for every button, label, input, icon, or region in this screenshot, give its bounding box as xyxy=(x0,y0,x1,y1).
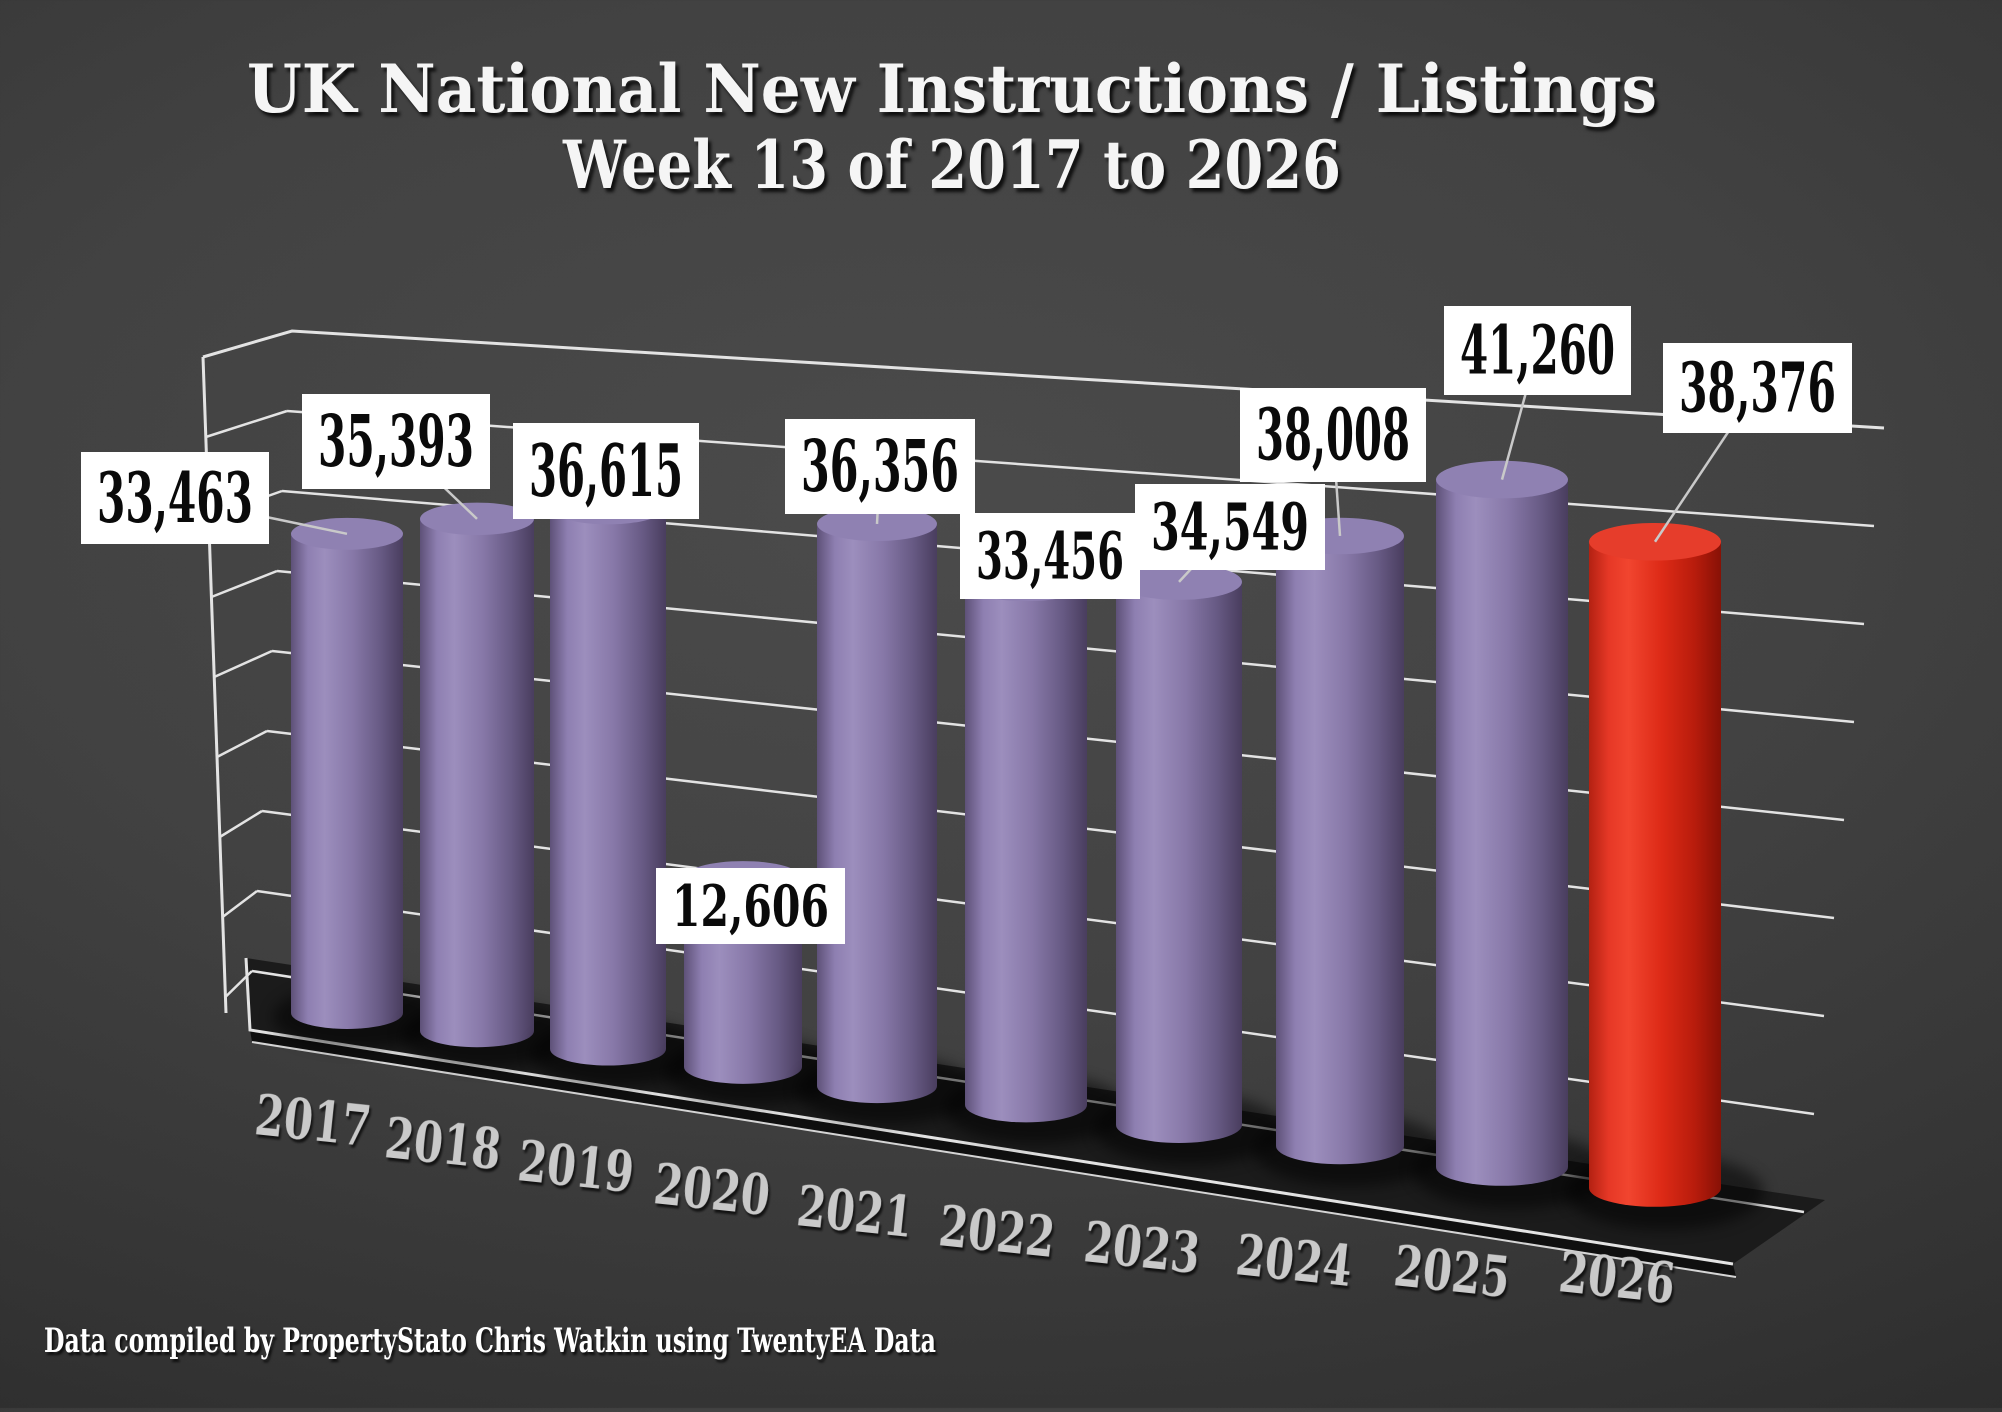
bar-body xyxy=(1436,479,1568,1186)
x-axis-label-2026: 2026 xyxy=(1556,1239,1678,1317)
gridline-stub xyxy=(219,809,263,839)
x-axis-label-2019: 2019 xyxy=(515,1128,637,1206)
data-label-text: 33,456 xyxy=(976,518,1124,594)
data-label-box xyxy=(960,513,1140,599)
data-label: 33,456 xyxy=(960,513,1140,599)
chart-title-line2: Week 13 of 2017 to 2026 xyxy=(562,126,1341,204)
x-axis-label-2025: 2025 xyxy=(1391,1233,1513,1311)
data-label: 12,606 xyxy=(656,868,845,944)
bar-body xyxy=(291,533,403,1029)
data-label: 38,376 xyxy=(1663,343,1852,433)
data-label-text: 12,606 xyxy=(672,873,829,940)
data-label: 35,393 xyxy=(302,394,490,489)
bar-body xyxy=(965,583,1087,1123)
bar-2022 xyxy=(944,566,1128,1144)
data-label: 34,549 xyxy=(1135,484,1325,570)
data-label-box xyxy=(656,868,845,944)
gridline-stub xyxy=(213,649,273,679)
data-label: 38,008 xyxy=(1240,388,1426,482)
data-label-box xyxy=(1663,343,1852,433)
bar-2025 xyxy=(1413,460,1611,1209)
bars xyxy=(273,460,1764,1230)
data-label-box xyxy=(785,419,975,514)
bar-body xyxy=(1276,535,1404,1165)
data-label-box xyxy=(1444,306,1631,395)
data-label: 33,463 xyxy=(81,452,269,544)
bar-2024 xyxy=(1254,517,1446,1187)
data-label-box xyxy=(513,423,699,519)
data-label-text: 38,008 xyxy=(1256,392,1410,476)
x-axis-label-2017: 2017 xyxy=(252,1082,374,1160)
data-label-box xyxy=(81,452,269,544)
data-label-text: 36,615 xyxy=(529,428,683,513)
x-axis-label-2022: 2022 xyxy=(936,1193,1058,1271)
bar-2019 xyxy=(531,491,705,1087)
bar-2021 xyxy=(797,506,977,1125)
data-label: 36,615 xyxy=(513,423,699,519)
footer-credit: Data compiled by PropertyStato Chris Wat… xyxy=(44,1321,936,1361)
data-label-text: 33,463 xyxy=(97,458,253,539)
floor-front-face xyxy=(250,1030,1736,1277)
bar-2017 xyxy=(273,517,441,1049)
data-label-box xyxy=(1135,484,1325,570)
gridline-stub xyxy=(210,569,278,599)
gridline-stub xyxy=(221,890,258,918)
x-axis-label-2023: 2023 xyxy=(1081,1209,1203,1287)
bar-body xyxy=(550,507,666,1066)
data-label-text: 36,356 xyxy=(801,424,959,508)
chart-title-line1: UK National New Instructions / Listings xyxy=(247,50,1657,128)
bar-body xyxy=(420,518,534,1048)
data-label-text: 35,393 xyxy=(318,399,474,483)
bar-body xyxy=(817,523,937,1104)
data-label-text: 38,376 xyxy=(1679,348,1836,428)
bar-body xyxy=(1589,541,1721,1207)
data-label-box xyxy=(302,394,490,489)
bar-body xyxy=(1116,581,1242,1143)
bar-2018 xyxy=(401,502,573,1068)
bar-2023 xyxy=(1094,563,1284,1165)
data-label-box xyxy=(1240,388,1426,482)
data-label-text: 41,260 xyxy=(1460,311,1615,390)
floor-front-edge xyxy=(244,957,1734,1266)
data-label: 36,356 xyxy=(785,419,975,514)
x-axis-label-2018: 2018 xyxy=(382,1105,504,1183)
data-label-text: 34,549 xyxy=(1151,489,1309,565)
x-axis-label-2020: 2020 xyxy=(651,1151,773,1229)
data-label: 41,260 xyxy=(1444,306,1631,395)
x-axis-label-2024: 2024 xyxy=(1233,1222,1355,1300)
floor-bottom-edge xyxy=(251,1041,1737,1278)
bar-2026 xyxy=(1566,522,1764,1230)
gridline-stub xyxy=(216,729,268,759)
x-axis-label-2021: 2021 xyxy=(794,1173,916,1251)
gridline-stub xyxy=(205,409,288,439)
